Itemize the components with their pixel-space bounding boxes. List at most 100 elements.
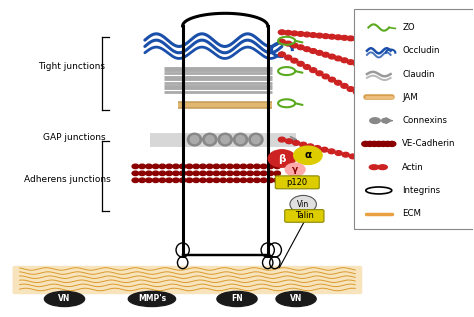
Circle shape xyxy=(146,171,152,176)
Circle shape xyxy=(362,141,369,146)
Circle shape xyxy=(385,71,392,76)
Circle shape xyxy=(166,171,173,176)
Circle shape xyxy=(206,178,213,183)
Ellipse shape xyxy=(378,165,387,170)
Circle shape xyxy=(300,142,307,147)
Ellipse shape xyxy=(285,163,305,176)
Circle shape xyxy=(274,171,281,176)
Circle shape xyxy=(186,164,193,169)
Circle shape xyxy=(260,178,267,183)
Circle shape xyxy=(385,39,392,44)
Circle shape xyxy=(139,164,146,169)
Circle shape xyxy=(240,178,247,183)
Circle shape xyxy=(278,39,285,44)
Circle shape xyxy=(366,96,373,101)
Circle shape xyxy=(310,33,317,37)
Circle shape xyxy=(291,58,298,63)
Ellipse shape xyxy=(221,136,229,144)
Circle shape xyxy=(378,39,385,43)
Circle shape xyxy=(193,171,200,176)
Circle shape xyxy=(179,171,186,176)
Text: MMP's: MMP's xyxy=(138,294,166,303)
Circle shape xyxy=(354,90,361,94)
Circle shape xyxy=(379,141,387,146)
Circle shape xyxy=(206,164,213,169)
Circle shape xyxy=(254,164,260,169)
Circle shape xyxy=(132,178,139,183)
Circle shape xyxy=(322,74,329,79)
Circle shape xyxy=(291,31,298,36)
Circle shape xyxy=(378,102,385,107)
Circle shape xyxy=(166,178,173,183)
Circle shape xyxy=(335,151,342,155)
Circle shape xyxy=(220,164,227,169)
FancyBboxPatch shape xyxy=(12,266,362,294)
Text: GAP junctions: GAP junctions xyxy=(43,133,106,142)
Circle shape xyxy=(347,60,354,65)
Circle shape xyxy=(278,30,285,35)
Circle shape xyxy=(284,55,292,60)
Ellipse shape xyxy=(218,133,232,146)
Circle shape xyxy=(173,164,179,169)
Circle shape xyxy=(328,77,336,82)
Text: Occludin: Occludin xyxy=(402,46,440,55)
Circle shape xyxy=(220,171,227,176)
Circle shape xyxy=(341,58,348,63)
Circle shape xyxy=(297,45,304,50)
Circle shape xyxy=(159,171,166,176)
Circle shape xyxy=(227,164,233,169)
Ellipse shape xyxy=(190,136,199,144)
Circle shape xyxy=(240,171,247,176)
Circle shape xyxy=(303,32,310,37)
Circle shape xyxy=(335,81,342,85)
Circle shape xyxy=(284,30,292,35)
Circle shape xyxy=(132,171,139,176)
Circle shape xyxy=(366,38,373,42)
FancyBboxPatch shape xyxy=(275,176,319,189)
Circle shape xyxy=(247,164,254,169)
Ellipse shape xyxy=(252,136,260,144)
Circle shape xyxy=(335,35,342,40)
Circle shape xyxy=(314,146,321,150)
Ellipse shape xyxy=(370,118,380,123)
Circle shape xyxy=(335,56,342,61)
Circle shape xyxy=(152,178,159,183)
Circle shape xyxy=(303,47,310,52)
Circle shape xyxy=(316,50,323,55)
Circle shape xyxy=(354,36,361,41)
Text: Connexins: Connexins xyxy=(402,116,447,125)
Ellipse shape xyxy=(203,133,217,146)
Circle shape xyxy=(166,164,173,169)
Circle shape xyxy=(227,178,233,183)
Circle shape xyxy=(186,171,193,176)
Circle shape xyxy=(254,171,260,176)
Circle shape xyxy=(152,164,159,169)
Circle shape xyxy=(342,152,349,157)
Circle shape xyxy=(364,158,371,162)
Circle shape xyxy=(303,65,310,69)
Circle shape xyxy=(285,139,292,144)
Circle shape xyxy=(213,164,220,169)
Circle shape xyxy=(388,141,396,146)
Circle shape xyxy=(267,178,273,183)
Circle shape xyxy=(146,164,152,169)
Circle shape xyxy=(316,33,323,38)
Circle shape xyxy=(341,84,348,88)
Circle shape xyxy=(290,195,317,213)
Circle shape xyxy=(372,99,379,104)
Circle shape xyxy=(254,178,260,183)
Circle shape xyxy=(354,61,361,66)
Circle shape xyxy=(173,178,179,183)
Circle shape xyxy=(316,71,323,76)
Circle shape xyxy=(220,178,227,183)
Text: JAM: JAM xyxy=(402,93,418,102)
Circle shape xyxy=(200,178,206,183)
Ellipse shape xyxy=(237,136,245,144)
Circle shape xyxy=(179,164,186,169)
Text: Tight junctions: Tight junctions xyxy=(38,62,106,71)
Circle shape xyxy=(366,65,373,70)
Circle shape xyxy=(378,161,385,165)
Circle shape xyxy=(284,41,292,46)
Circle shape xyxy=(274,178,281,183)
Text: VN: VN xyxy=(58,294,71,303)
